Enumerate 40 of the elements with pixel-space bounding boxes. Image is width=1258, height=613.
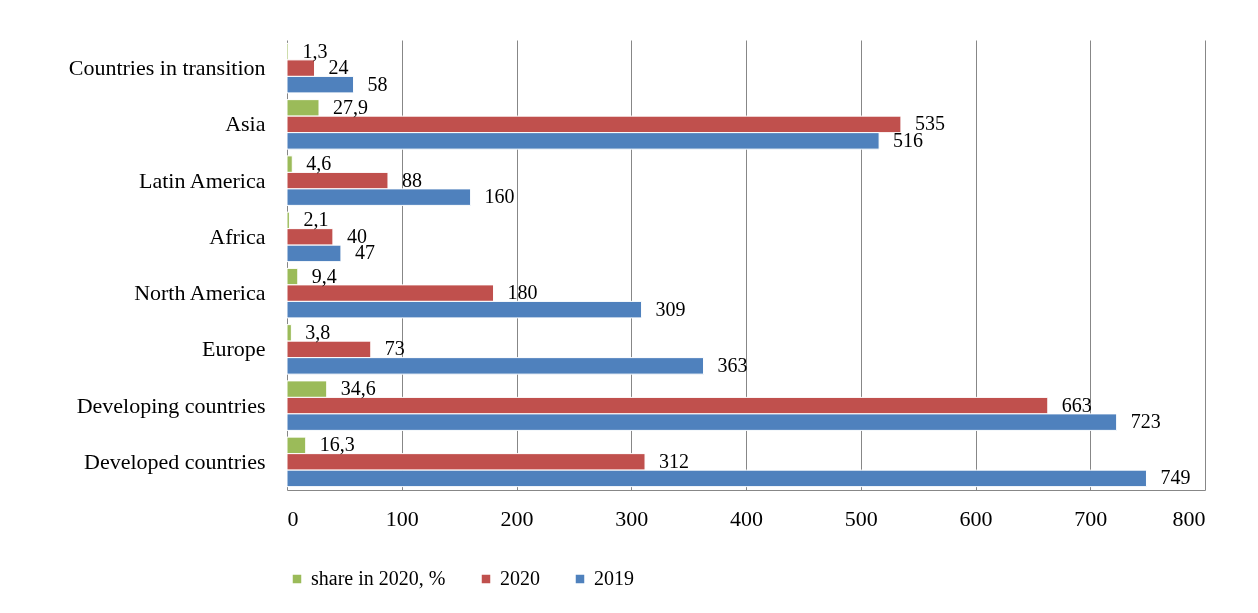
data-label: 58 bbox=[367, 72, 388, 95]
data-label: 24 bbox=[328, 56, 349, 79]
x-tick-label: 0 bbox=[287, 505, 299, 531]
x-tick-label: 300 bbox=[615, 505, 649, 531]
data-label: 663 bbox=[1061, 393, 1092, 416]
x-tick-label: 100 bbox=[385, 505, 419, 531]
y-tick-label: Asia bbox=[225, 111, 266, 137]
y-tick-label: Countries in transition bbox=[68, 55, 266, 81]
data-label: 180 bbox=[507, 281, 538, 304]
x-tick-label: 800 bbox=[1172, 505, 1206, 531]
data-label: 309 bbox=[655, 297, 686, 320]
data-label: 34,6 bbox=[340, 377, 376, 400]
data-label: 2,1 bbox=[303, 208, 329, 231]
data-label: 9,4 bbox=[311, 264, 337, 287]
data-label: 3,8 bbox=[305, 320, 331, 343]
legend-label: 2019 bbox=[594, 567, 634, 589]
data-label: 160 bbox=[484, 185, 515, 208]
data-label: 312 bbox=[659, 449, 690, 472]
data-label: 73 bbox=[384, 337, 405, 360]
data-label: 16,3 bbox=[319, 433, 355, 456]
y-tick-label: Developing countries bbox=[76, 392, 266, 418]
data-label: 749 bbox=[1160, 466, 1191, 489]
x-tick-label: 700 bbox=[1074, 505, 1108, 531]
x-tick-label: 500 bbox=[844, 505, 878, 531]
data-label: 4,6 bbox=[306, 152, 332, 175]
data-label: 27,9 bbox=[333, 95, 369, 118]
data-label: 1,3 bbox=[302, 39, 328, 62]
legend-label: 2020 bbox=[500, 567, 540, 589]
legend-label: share in 2020, % bbox=[311, 567, 446, 589]
y-tick-label: Africa bbox=[209, 223, 266, 249]
data-label: 723 bbox=[1130, 410, 1161, 433]
data-label: 88 bbox=[401, 168, 422, 191]
data-label: 363 bbox=[717, 353, 748, 376]
x-tick-label: 400 bbox=[730, 505, 763, 531]
y-tick-label: Developed countries bbox=[84, 448, 266, 474]
y-tick-label: North America bbox=[134, 280, 266, 306]
y-tick-label: Europe bbox=[201, 336, 266, 362]
x-tick-label: 600 bbox=[959, 505, 993, 531]
x-tick-label: 200 bbox=[500, 505, 534, 531]
y-tick-label: Latin America bbox=[139, 167, 266, 193]
